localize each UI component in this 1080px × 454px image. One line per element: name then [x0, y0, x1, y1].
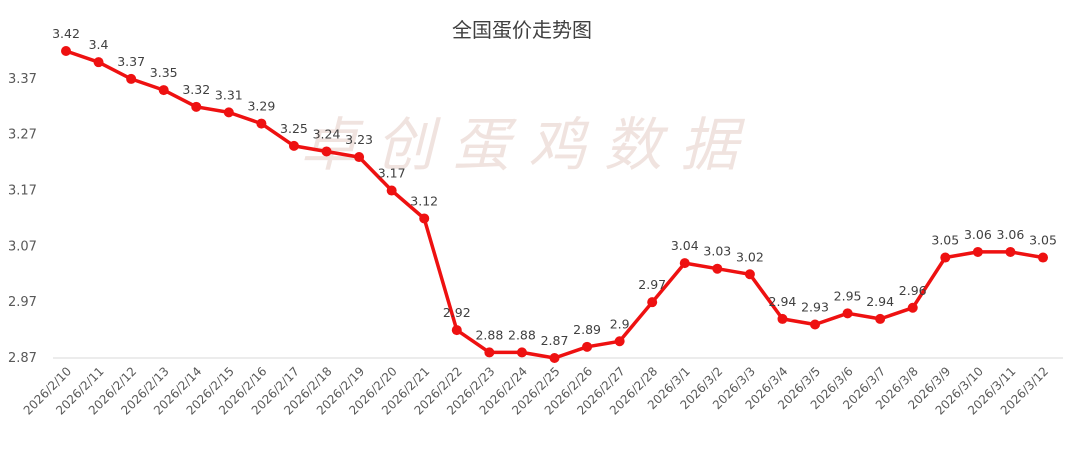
data-point	[582, 341, 593, 352]
data-point	[1038, 252, 1048, 263]
data-label: 3.06	[964, 227, 992, 242]
data-label: 3.05	[931, 233, 959, 248]
data-label: 3.02	[736, 249, 764, 264]
chart-title: 全国蛋价走势图	[452, 18, 592, 42]
data-label: 2.9	[610, 316, 630, 331]
data-point	[777, 313, 788, 324]
data-point	[1005, 246, 1016, 257]
data-label: 3.4	[89, 37, 109, 52]
data-point	[386, 185, 397, 196]
data-label: 2.89	[573, 322, 601, 337]
data-point	[126, 73, 137, 84]
data-point	[712, 263, 723, 274]
watermark-text: 卓创蛋鸡数据	[300, 111, 756, 179]
data-point	[614, 336, 625, 347]
series-marks: 3.42 3.4 3.37 3.35 3.32 3.31 3.29 3.25 3.24 3.23 3…	[52, 26, 1057, 363]
data-label: 3.29	[247, 99, 275, 114]
data-point	[679, 258, 690, 269]
data-point	[972, 246, 983, 257]
data-label: 3.31	[215, 87, 243, 102]
data-point	[744, 269, 755, 280]
data-point	[484, 347, 495, 358]
data-point	[158, 85, 169, 96]
data-point	[223, 107, 234, 118]
data-label: 3.06	[997, 227, 1025, 242]
data-point	[647, 297, 658, 308]
data-label: 2.88	[475, 327, 503, 342]
data-point	[321, 146, 332, 157]
data-label: 2.97	[638, 277, 666, 292]
data-point	[810, 319, 821, 330]
data-point	[61, 46, 71, 56]
y-tick-label: 2.97	[8, 295, 37, 310]
data-label: 2.92	[443, 305, 471, 320]
data-label: 3.03	[703, 244, 731, 259]
y-tick-label: 3.27	[8, 128, 37, 143]
data-label: 3.37	[117, 54, 145, 69]
data-point	[256, 118, 267, 129]
data-label: 2.94	[866, 294, 894, 309]
data-label: 3.05	[1029, 233, 1057, 248]
data-label: 3.12	[410, 193, 438, 208]
data-point	[516, 347, 527, 358]
data-point	[288, 140, 299, 151]
data-label: 2.95	[834, 288, 862, 303]
data-point	[875, 313, 886, 324]
data-label: 2.88	[508, 327, 536, 342]
data-point	[549, 353, 560, 363]
data-point	[354, 152, 365, 163]
y-tick-label: 3.37	[8, 72, 37, 87]
data-label: 3.24	[313, 126, 341, 141]
y-tick-label: 3.07	[8, 239, 37, 254]
data-label: 2.93	[801, 300, 829, 315]
data-label: 3.42	[52, 26, 80, 41]
data-label: 3.04	[671, 238, 699, 253]
data-point	[907, 302, 918, 313]
data-point	[191, 101, 202, 112]
data-label: 2.94	[769, 294, 797, 309]
data-label: 3.17	[378, 166, 406, 181]
data-label: 3.32	[182, 82, 210, 97]
data-point	[940, 252, 951, 263]
y-tick-label: 3.17	[8, 184, 37, 199]
data-label: 3.35	[150, 65, 178, 80]
data-point	[451, 325, 462, 336]
data-label: 3.25	[280, 121, 308, 136]
data-label: 2.96	[899, 283, 927, 298]
data-label: 3.23	[345, 132, 373, 147]
data-point	[842, 308, 853, 319]
y-tick-label: 2.87	[8, 351, 37, 366]
data-point	[419, 213, 430, 224]
series-line	[65, 49, 1044, 360]
data-point	[93, 57, 104, 68]
data-label: 2.87	[541, 333, 569, 348]
